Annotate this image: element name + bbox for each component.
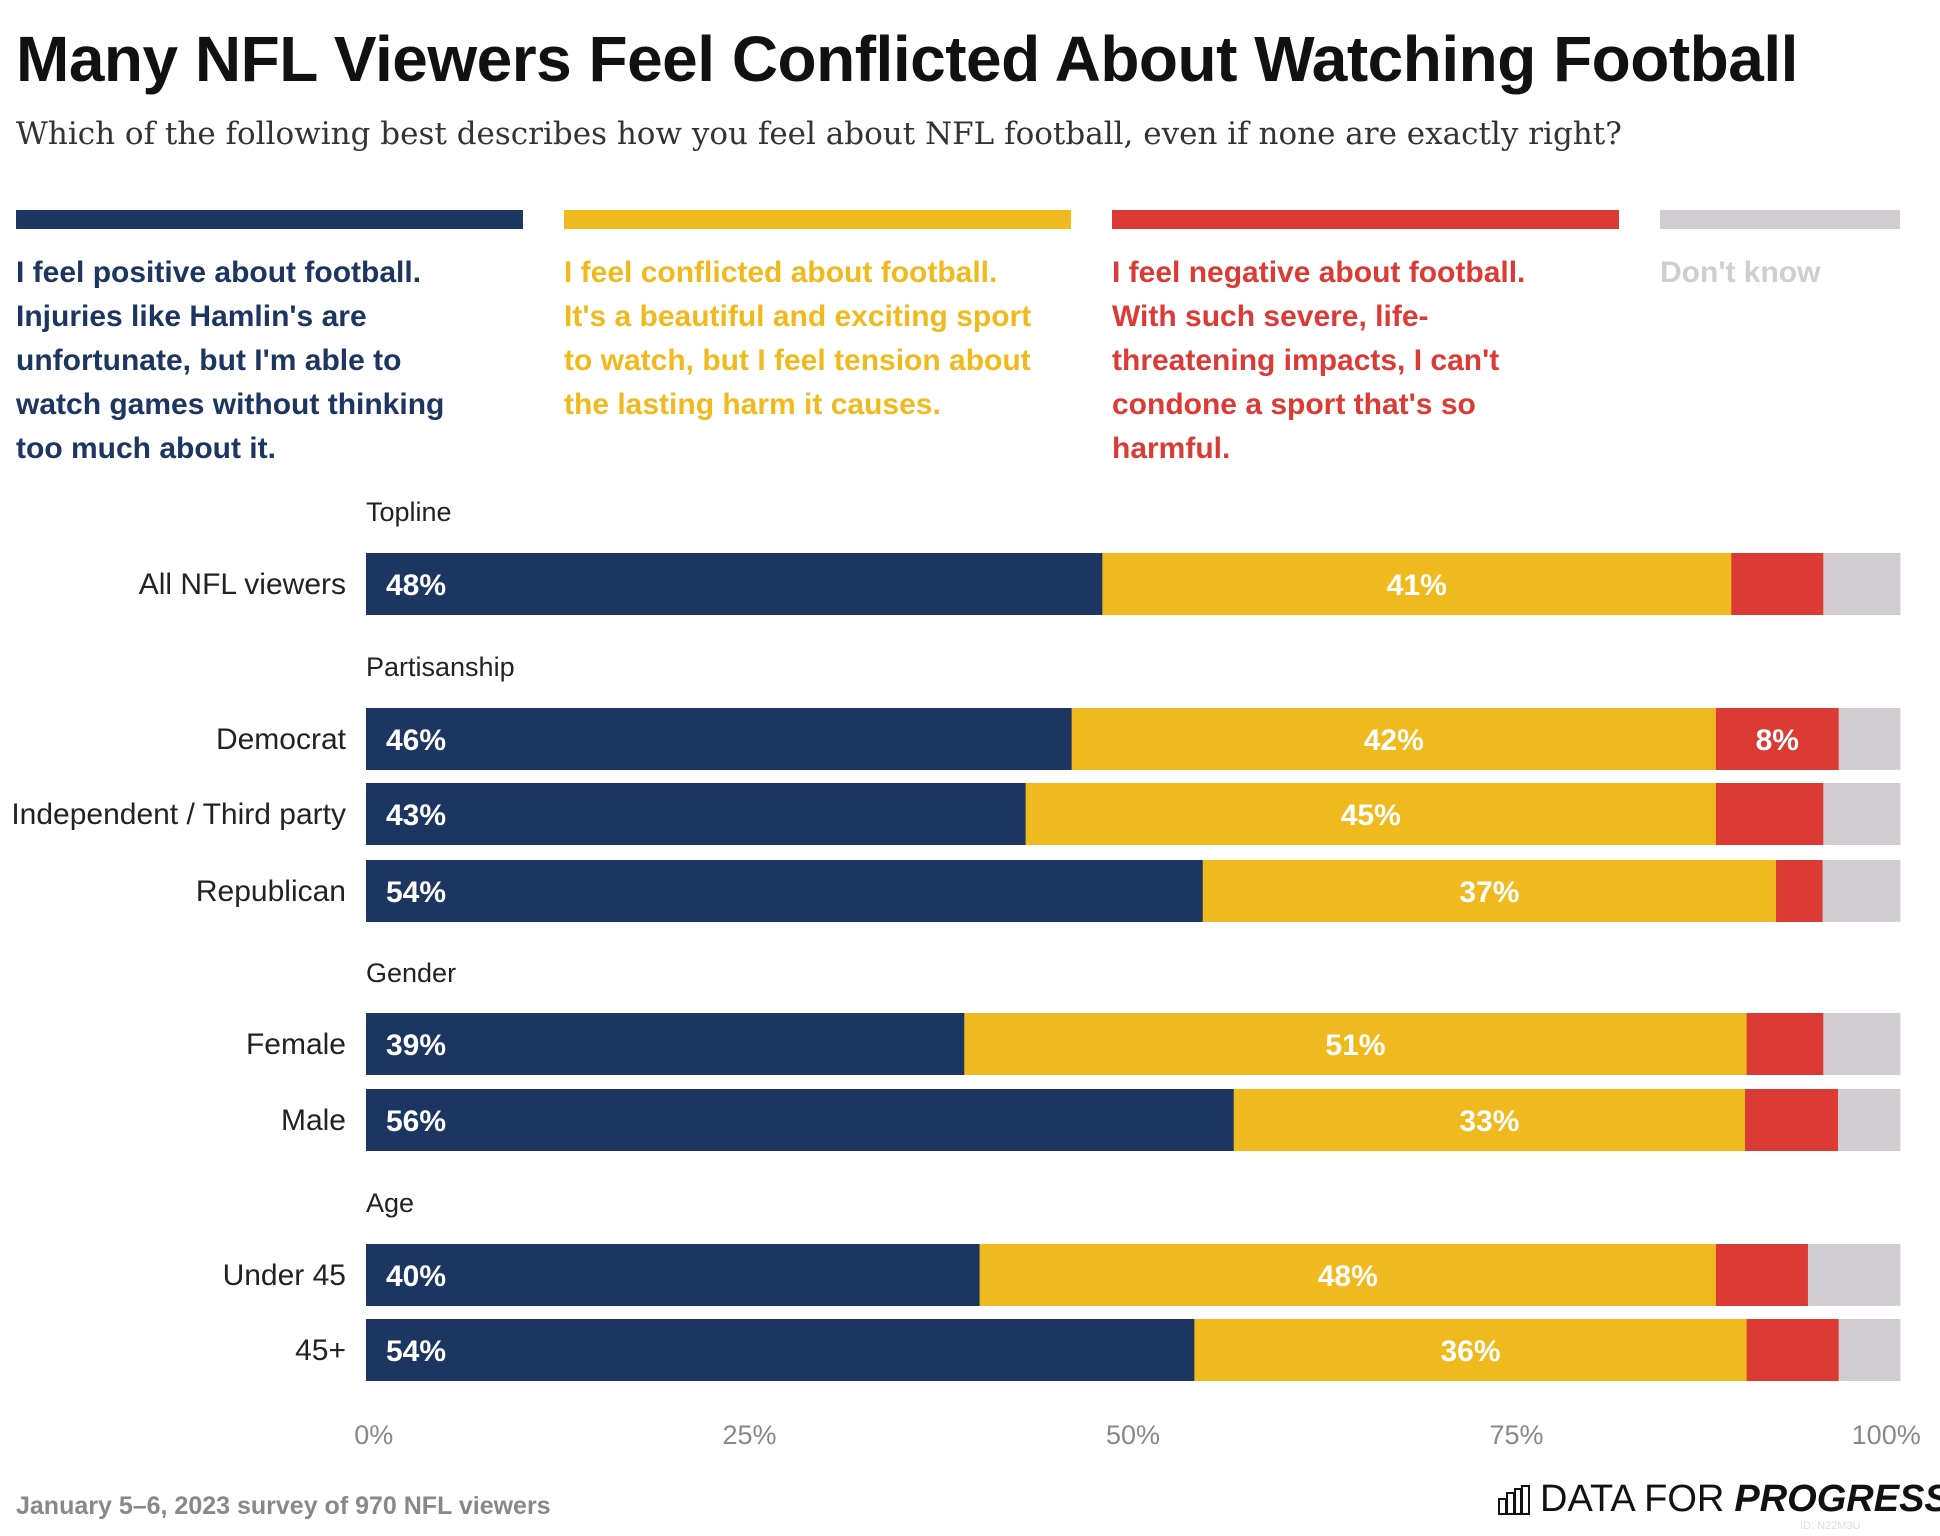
bar-segment	[1715, 783, 1824, 845]
legend-item: I feel positive about football. Injuries…	[16, 210, 523, 471]
bar-chart-logo-icon	[1498, 1484, 1530, 1515]
data-label: 37%	[1459, 876, 1519, 909]
logo-text-light: DATA FOR	[1540, 1478, 1725, 1520]
bar-segment	[1746, 1013, 1824, 1075]
bar-segment	[366, 1244, 981, 1306]
bar-segment	[1823, 1013, 1901, 1075]
bar-segment	[1745, 1089, 1839, 1151]
bar-segment	[1838, 708, 1901, 770]
footer-note: January 5–6, 2023 survey of 970 NFL view…	[16, 1492, 551, 1520]
legend-label: I feel conflicted about football. It's a…	[564, 256, 1032, 421]
bar-segment	[1838, 1319, 1901, 1381]
legend-item: Don't know	[1660, 210, 1900, 295]
logo-text-bold: PROGRESS	[1734, 1478, 1940, 1520]
bar-segment	[366, 783, 1027, 845]
bar-segment	[1776, 860, 1824, 922]
chart-title: Many NFL Viewers Feel Conflicted About W…	[16, 23, 1798, 95]
x-tick-label: 75%	[1489, 1420, 1544, 1450]
legend-label: I feel negative about football. With suc…	[1112, 256, 1526, 465]
data-label: 41%	[1387, 569, 1447, 602]
row-label: Democrat	[215, 722, 346, 756]
bar-segment	[366, 1319, 1195, 1381]
data-label: 51%	[1325, 1029, 1385, 1062]
bar-segment	[1715, 708, 1840, 770]
bar-segment	[366, 708, 1073, 770]
data-label: 46%	[386, 724, 446, 757]
data-label: 54%	[386, 1335, 446, 1368]
data-label: 40%	[386, 1260, 446, 1293]
bar-segment	[1233, 1089, 1746, 1151]
row-label: Male	[280, 1103, 346, 1137]
x-tick-label: 0%	[354, 1420, 394, 1450]
legend-label: I feel positive about football. Injuries…	[16, 256, 445, 465]
bar-segment	[1822, 860, 1901, 922]
row-label: Female	[245, 1027, 346, 1061]
data-label: 56%	[386, 1105, 446, 1138]
row-label: Independent / Third party	[11, 797, 346, 831]
bar-segment	[1025, 783, 1717, 845]
bar-segment	[1715, 1244, 1809, 1306]
chart-id: ID: N22M3U	[1800, 1520, 1861, 1532]
group-label: Gender	[366, 958, 457, 988]
legend-swatch	[1660, 210, 1900, 229]
chart-subtitle: Which of the following best describes ho…	[16, 116, 1622, 152]
group-label: Partisanship	[366, 652, 515, 682]
data-label: 36%	[1440, 1335, 1500, 1368]
row-label: 45+	[295, 1333, 346, 1367]
bar-segment	[964, 1013, 1748, 1075]
bar-segment	[1202, 860, 1777, 922]
data-label: 43%	[386, 799, 446, 832]
data-label: 33%	[1459, 1105, 1519, 1138]
legend-swatch	[1112, 210, 1619, 229]
row-label: Republican	[195, 874, 346, 908]
bar-segment	[979, 1244, 1717, 1306]
row-label: Under 45	[222, 1258, 346, 1292]
bar-segment	[366, 1013, 965, 1075]
data-label: 8%	[1756, 724, 1799, 757]
legend-swatch	[564, 210, 1071, 229]
bar-segment	[1194, 1319, 1748, 1381]
data-label: 48%	[386, 569, 446, 602]
bar-segment	[1838, 1089, 1901, 1151]
legend-item: I feel negative about football. With suc…	[1112, 210, 1619, 471]
data-label: 54%	[386, 876, 446, 909]
data-label: 48%	[1318, 1260, 1378, 1293]
bar-segment	[1807, 1244, 1901, 1306]
legend-label: Don't know	[1660, 256, 1821, 289]
group-label: Age	[366, 1188, 415, 1218]
data-label: 39%	[386, 1029, 446, 1062]
row-label: All NFL viewers	[138, 567, 346, 601]
bar-segment	[366, 553, 1103, 615]
bar-segment	[1823, 783, 1901, 845]
bar-segment	[1746, 1319, 1840, 1381]
legend-item: I feel conflicted about football. It's a…	[564, 210, 1071, 427]
bar-segment	[1731, 553, 1824, 615]
group-label: Topline	[366, 497, 452, 527]
bar-segment	[1102, 553, 1732, 615]
x-tick-label: 25%	[722, 1420, 777, 1450]
x-tick-label: 100%	[1851, 1420, 1921, 1450]
bar-segment	[366, 1089, 1235, 1151]
legend-swatch	[16, 210, 523, 229]
data-label: 42%	[1364, 724, 1424, 757]
bar-segment	[366, 860, 1204, 922]
data-label: 45%	[1341, 799, 1401, 832]
bar-segment	[1823, 553, 1901, 615]
x-tick-label: 50%	[1105, 1420, 1161, 1450]
logo: DATA FOR PROGRESS	[1498, 1478, 1940, 1521]
bar-segment	[1071, 708, 1717, 770]
